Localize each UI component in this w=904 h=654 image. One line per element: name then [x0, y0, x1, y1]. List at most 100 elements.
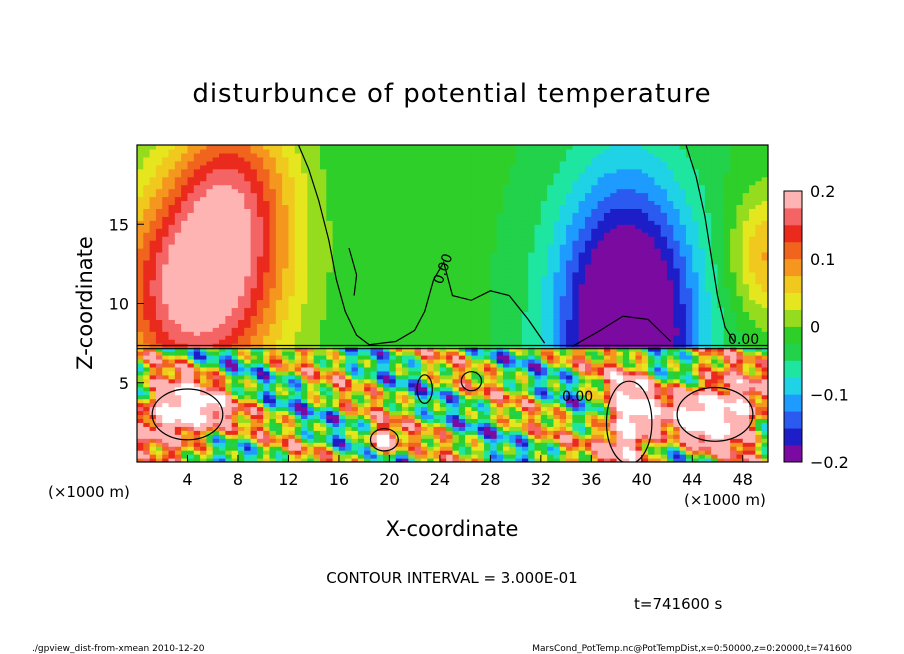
- heatmap-cell: [143, 279, 151, 285]
- heatmap-cell: [376, 303, 384, 309]
- heatmap-cell: [370, 438, 378, 443]
- heatmap-cell: [181, 458, 189, 462]
- heatmap-cell: [288, 378, 296, 384]
- heatmap-cell: [149, 192, 157, 198]
- heatmap-cell: [288, 446, 296, 451]
- heatmap-cell: [338, 188, 346, 194]
- heatmap-cell: [231, 422, 239, 427]
- heatmap-cell: [219, 335, 226, 340]
- heatmap-cell: [212, 248, 220, 253]
- heatmap-cell: [155, 374, 163, 380]
- heatmap-cell: [294, 248, 302, 253]
- heatmap-cell: [155, 339, 163, 344]
- heatmap-cell: [212, 351, 220, 356]
- heatmap-cell: [452, 248, 460, 253]
- heatmap-cell: [212, 255, 220, 261]
- heatmap-cell: [212, 295, 220, 301]
- heatmap-cell: [383, 275, 390, 281]
- heatmap-cell: [439, 430, 447, 435]
- heatmap-cell: [502, 156, 510, 162]
- heatmap-cell: [490, 366, 498, 372]
- heatmap-cell: [250, 255, 258, 261]
- heatmap-cell: [313, 283, 321, 289]
- heatmap-cell: [338, 263, 346, 269]
- heatmap-cell: [187, 145, 195, 150]
- heatmap-cell: [326, 358, 334, 364]
- heatmap-cell: [395, 347, 403, 352]
- heatmap-cell: [345, 374, 353, 380]
- heatmap-cell: [307, 438, 315, 443]
- heatmap-cell: [288, 208, 296, 213]
- heatmap-cell: [168, 386, 176, 392]
- heatmap-cell: [471, 434, 479, 439]
- heatmap-cell: [471, 454, 479, 459]
- heatmap-cell: [263, 366, 271, 372]
- heatmap-cell: [193, 164, 201, 170]
- heatmap-cell: [244, 184, 252, 190]
- heatmap-cell: [484, 319, 491, 324]
- heatmap-cell: [181, 251, 189, 257]
- heatmap-cell: [383, 192, 390, 198]
- heatmap-cell: [206, 216, 214, 221]
- heatmap-cell: [332, 402, 340, 408]
- heatmap-cell: [477, 426, 485, 431]
- heatmap-cell: [427, 267, 435, 273]
- heatmap-cell: [231, 248, 239, 253]
- heatmap-cell: [509, 172, 517, 178]
- heatmap-cell: [458, 259, 466, 265]
- heatmap-cell: [219, 303, 226, 309]
- heatmap-cell: [471, 422, 479, 427]
- heatmap-cell: [452, 438, 460, 443]
- heatmap-cell: [383, 434, 390, 439]
- heatmap-cell: [383, 200, 390, 206]
- heatmap-cell: [446, 176, 454, 182]
- heatmap-cell: [263, 418, 271, 423]
- heatmap-cell: [200, 307, 208, 313]
- heatmap-cell: [357, 406, 365, 412]
- heatmap-cell: [219, 430, 226, 435]
- heatmap-cell: [408, 279, 416, 285]
- heatmap-cell: [231, 394, 239, 400]
- heatmap-cell: [420, 446, 428, 451]
- heatmap-cell: [294, 152, 302, 158]
- heatmap-cell: [269, 232, 277, 237]
- heatmap-cell: [137, 422, 144, 427]
- heatmap-cell: [193, 311, 201, 316]
- heatmap-cell: [143, 450, 151, 455]
- heatmap-cell: [345, 299, 353, 305]
- heatmap-cell: [383, 410, 390, 416]
- heatmap-cell: [307, 295, 315, 301]
- heatmap-cell: [528, 351, 536, 356]
- heatmap-cell: [364, 224, 372, 229]
- heatmap-cell: [200, 271, 208, 277]
- heatmap-cell: [484, 216, 491, 221]
- heatmap-cell: [370, 366, 378, 372]
- heatmap-cell: [402, 192, 409, 198]
- heatmap-cell: [219, 228, 226, 233]
- heatmap-cell: [389, 394, 397, 400]
- heatmap-cell: [364, 386, 372, 392]
- heatmap-cell: [326, 446, 334, 451]
- heatmap-cell: [143, 327, 151, 332]
- heatmap-cell: [294, 347, 302, 352]
- heatmap-cell: [250, 168, 258, 174]
- heatmap-cell: [490, 446, 498, 451]
- heatmap-cell: [345, 228, 353, 233]
- heatmap-cell: [439, 370, 447, 376]
- heatmap-cell: [477, 362, 485, 368]
- heatmap-cell: [193, 454, 201, 459]
- heatmap-cell: [288, 240, 296, 245]
- heatmap-cell: [282, 180, 290, 186]
- heatmap-cell: [446, 279, 454, 285]
- heatmap-cell: [484, 327, 491, 332]
- heatmap-cell: [509, 263, 517, 269]
- heatmap-cell: [490, 351, 498, 356]
- heatmap-cell: [446, 390, 454, 396]
- heatmap-cell: [313, 244, 321, 249]
- heatmap-cell: [433, 176, 441, 182]
- heatmap-cell: [471, 410, 479, 416]
- heatmap-cell: [332, 259, 340, 265]
- heatmap-cell: [225, 390, 233, 396]
- heatmap-cell: [193, 275, 201, 281]
- heatmap-cell: [155, 315, 163, 320]
